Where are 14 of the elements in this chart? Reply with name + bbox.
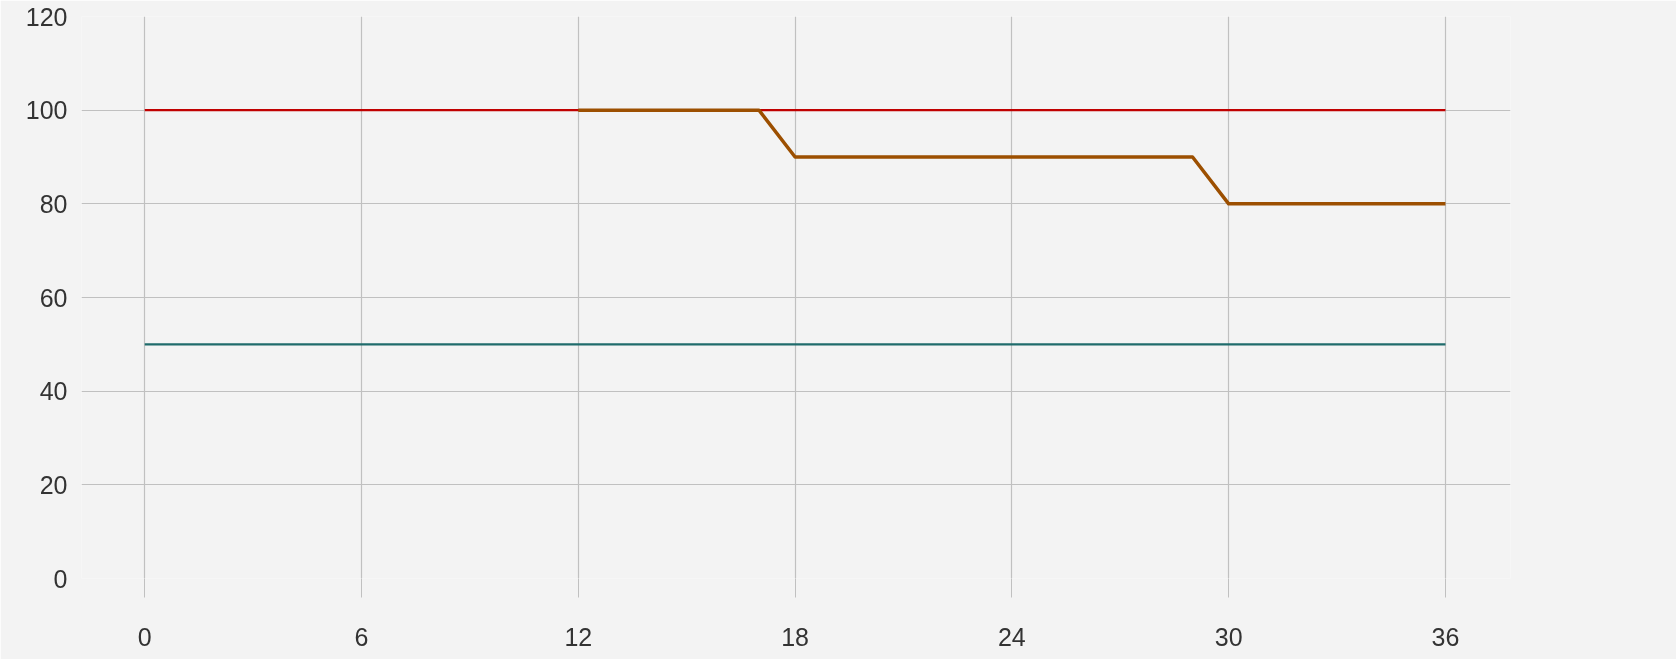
y-tick-label: 80 [39,189,68,218]
y-tick-label: 120 [25,2,68,31]
x-tick-label: 30 [1214,622,1243,651]
x-tick-label: 24 [997,622,1026,651]
x-tick-label: 12 [564,622,593,651]
y-tick-label: 20 [39,470,68,499]
x-tick-label: 36 [1431,622,1460,651]
x-tick-label: 6 [354,622,369,651]
y-tick-label: 40 [39,377,68,406]
y-tick-label: 60 [39,283,68,312]
x-tick-label: 18 [781,622,810,651]
y-tick-label: 100 [25,96,68,125]
x-tick-label: 0 [137,622,152,651]
y-tick-label: 0 [53,564,68,593]
